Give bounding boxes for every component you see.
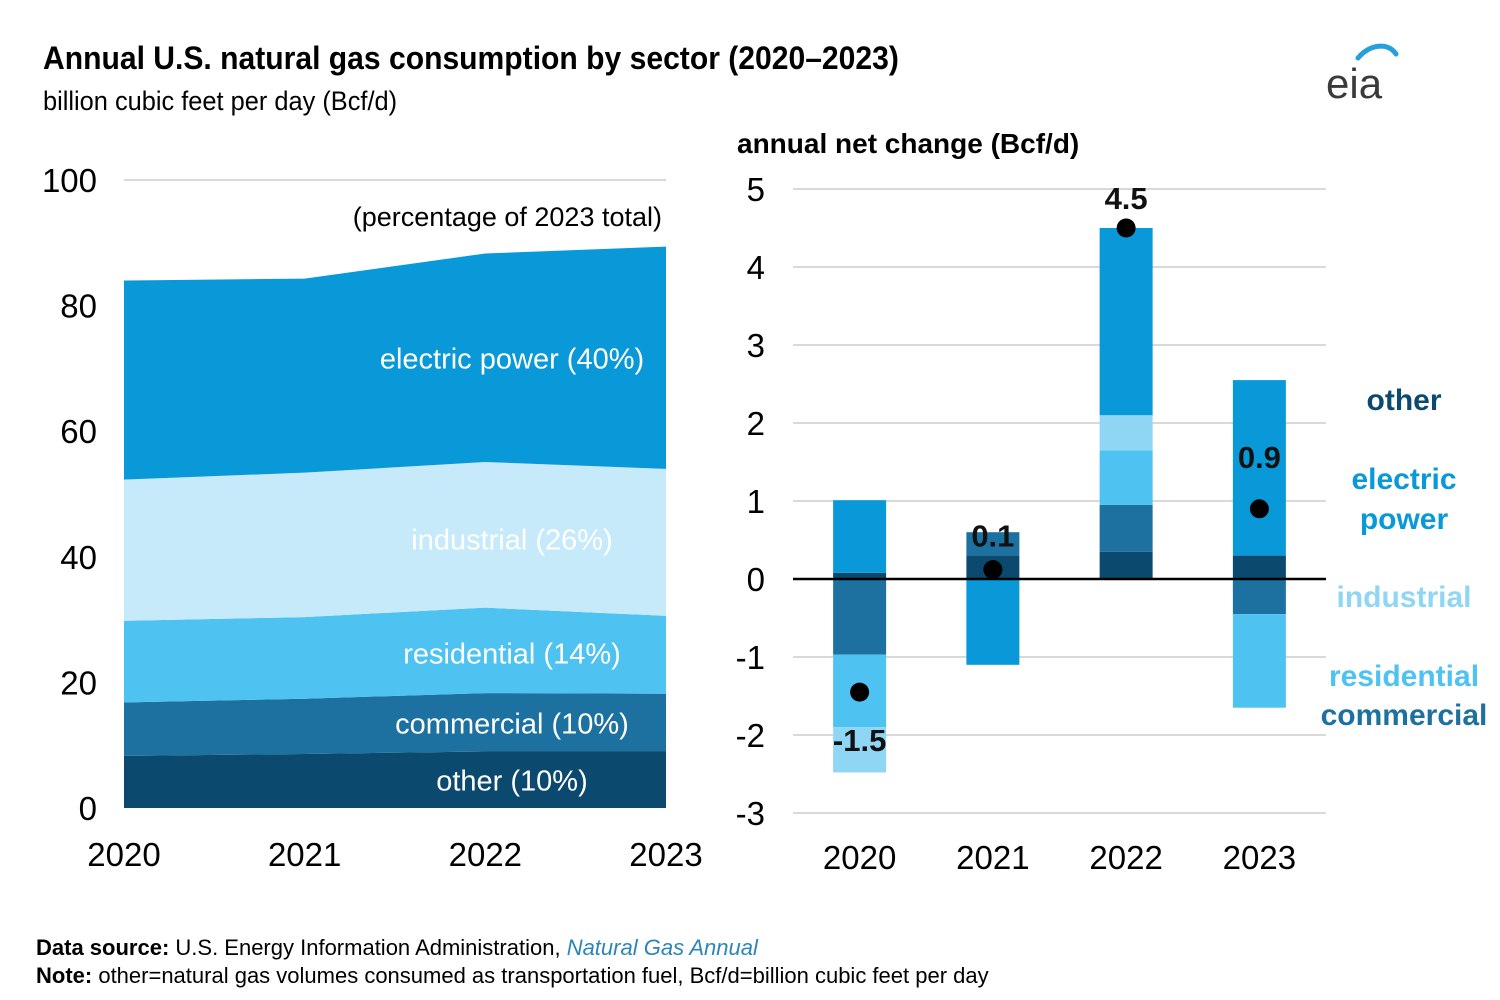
bar-2022-industrial <box>1099 415 1153 451</box>
net-change-label-2020: -1.5 <box>833 723 886 758</box>
bar-2020-commercial <box>833 579 887 655</box>
page-title: Annual U.S. natural gas consumption by s… <box>43 40 899 76</box>
area-residential <box>124 607 666 703</box>
y-tick-5: 5 <box>747 171 765 208</box>
x-tick-2020: 2020 <box>87 836 160 873</box>
bar-2021-commercial <box>966 532 1020 556</box>
y-tick-3: 3 <box>747 327 765 364</box>
y-tick--3: -3 <box>736 795 765 832</box>
y-tick-2: 2 <box>747 405 765 442</box>
bar-chart: annual net change (Bcf/d) -3 -2 -1 0 1 2 3 4 5 -… <box>736 128 1488 876</box>
x-tick-2021: 2021 <box>268 836 341 873</box>
note-line: Note: other=natural gas volumes consumed… <box>36 962 989 990</box>
bar-2023-residential <box>1232 614 1286 708</box>
area-label-other: other (10%) <box>436 766 588 798</box>
data-source-label: Data source: <box>36 935 170 960</box>
data-source-link[interactable]: Natural Gas Annual <box>566 935 758 960</box>
area-label-residential: residential (14%) <box>403 639 621 671</box>
logo-swoosh-icon <box>1355 43 1399 61</box>
bar-2022-electric_power <box>1099 228 1153 416</box>
x-tick-2023: 2023 <box>629 836 702 873</box>
area-chart-series-labels: other (10%) commercial (10%) residential (… <box>380 344 644 798</box>
bar-2020-other <box>833 572 887 579</box>
net-change-dot-2022 <box>1116 218 1136 238</box>
area-industrial <box>124 461 666 621</box>
y-tick-80: 80 <box>60 288 97 325</box>
y-tick-4: 4 <box>747 249 765 286</box>
bar-2023-commercial <box>1232 579 1286 615</box>
legend-electric_power-line1: electric <box>1351 463 1456 496</box>
bar-chart-y-ticks: -3 -2 -1 0 1 2 3 4 5 <box>736 171 765 832</box>
area-chart-x-ticks: 2020 2021 2022 2023 <box>87 836 702 873</box>
bar-2022-other <box>1099 551 1153 579</box>
page-subtitle: billion cubic feet per day (Bcf/d) <box>43 86 398 116</box>
area-chart: 0 20 40 60 80 100 other (10%) commercial (10%)… <box>42 162 703 873</box>
y-tick-20: 20 <box>60 664 97 701</box>
y-tick-1: 1 <box>747 483 765 520</box>
bar-chart-net-change-markers: -1.5 0.1 4.5 0.9 <box>833 181 1281 758</box>
x-tick-2022: 2022 <box>449 836 522 873</box>
logo-text: eia <box>1326 60 1383 107</box>
net-change-label-2022: 4.5 <box>1105 181 1148 216</box>
legend-electric_power-line2: power <box>1360 503 1449 536</box>
x-tick-2022: 2022 <box>1089 839 1162 876</box>
y-tick--2: -2 <box>736 717 765 754</box>
y-tick-0: 0 <box>79 790 97 827</box>
legend-residential: residential <box>1329 660 1479 693</box>
area-electric_power <box>124 246 666 480</box>
y-tick-60: 60 <box>60 413 97 450</box>
x-tick-2020: 2020 <box>823 839 896 876</box>
bar-chart-legend: other electric power industrial residential c… <box>1321 384 1488 732</box>
bar-2022-commercial <box>1099 504 1153 552</box>
area-chart-y-ticks: 0 20 40 60 80 100 <box>42 162 97 827</box>
net-change-dot-2021 <box>983 560 1003 580</box>
area-label-industrial: industrial (26%) <box>411 525 612 557</box>
bar-2023-electric_power <box>1232 380 1286 556</box>
legend-other: other <box>1367 384 1442 417</box>
area-label-electric_power: electric power (40%) <box>380 344 644 376</box>
data-source-line: Data source: U.S. Energy Information Adm… <box>36 934 989 962</box>
note-text: other=natural gas volumes consumed as tr… <box>92 963 989 988</box>
data-source-text: U.S. Energy Information Administration, <box>169 935 567 960</box>
area-label-commercial: commercial (10%) <box>395 708 629 740</box>
bar-2020-electric_power <box>833 500 887 573</box>
x-tick-2023: 2023 <box>1223 839 1296 876</box>
net-change-label-2021: 0.1 <box>971 519 1014 554</box>
bar-chart-x-ticks: 2020 2021 2022 2023 <box>823 839 1296 876</box>
x-tick-2021: 2021 <box>956 839 1029 876</box>
y-tick-0: 0 <box>747 561 765 598</box>
eia-logo: eia <box>1326 43 1399 107</box>
note-label: Note: <box>36 963 93 988</box>
y-tick-40: 40 <box>60 539 97 576</box>
bar-2022-residential <box>1099 450 1153 505</box>
bar-chart-y-axis-label: annual net change (Bcf/d) <box>737 128 1079 159</box>
net-change-dot-2023 <box>1249 499 1269 519</box>
legend-industrial: industrial <box>1336 581 1471 614</box>
bar-2023-other <box>1232 555 1286 579</box>
y-tick-100: 100 <box>42 162 97 199</box>
area-commercial <box>124 693 666 756</box>
bar-2021-electric_power <box>966 579 1020 665</box>
area-other <box>124 751 666 808</box>
area-chart-annotation: (percentage of 2023 total) <box>353 202 662 232</box>
legend-commercial: commercial <box>1321 699 1488 732</box>
y-tick--1: -1 <box>736 639 765 676</box>
bar-chart-bars <box>833 228 1286 773</box>
area-chart-series <box>124 246 666 808</box>
net-change-dot-2020 <box>850 682 870 702</box>
bar-2020-industrial <box>833 727 887 773</box>
footer: Data source: U.S. Energy Information Adm… <box>36 934 989 990</box>
net-change-label-2023: 0.9 <box>1238 440 1281 475</box>
